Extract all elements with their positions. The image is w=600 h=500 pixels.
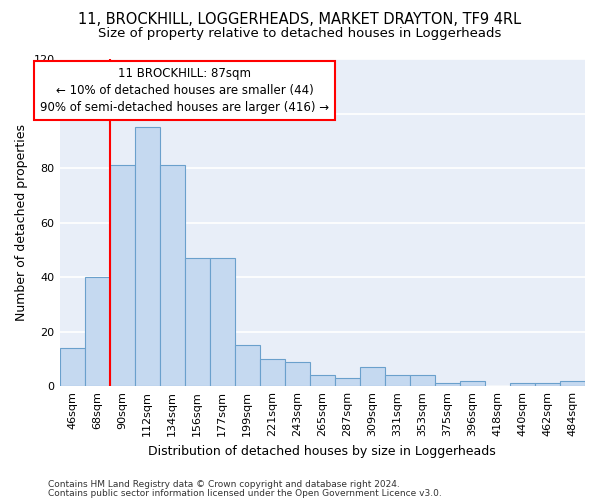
Bar: [560, 380, 585, 386]
Bar: [410, 376, 435, 386]
Bar: [435, 384, 460, 386]
X-axis label: Distribution of detached houses by size in Loggerheads: Distribution of detached houses by size …: [148, 444, 496, 458]
Text: Size of property relative to detached houses in Loggerheads: Size of property relative to detached ho…: [98, 28, 502, 40]
Bar: [535, 384, 560, 386]
Y-axis label: Number of detached properties: Number of detached properties: [15, 124, 28, 321]
Bar: [460, 380, 485, 386]
Bar: [134, 127, 160, 386]
Text: 11 BROCKHILL: 87sqm
← 10% of detached houses are smaller (44)
90% of semi-detach: 11 BROCKHILL: 87sqm ← 10% of detached ho…: [40, 67, 329, 114]
Bar: [510, 384, 535, 386]
Bar: [285, 362, 310, 386]
Bar: [59, 348, 85, 386]
Bar: [310, 376, 335, 386]
Bar: [235, 346, 260, 386]
Bar: [185, 258, 209, 386]
Bar: [335, 378, 360, 386]
Text: Contains HM Land Registry data © Crown copyright and database right 2024.: Contains HM Land Registry data © Crown c…: [48, 480, 400, 489]
Bar: [385, 376, 410, 386]
Bar: [85, 277, 110, 386]
Text: Contains public sector information licensed under the Open Government Licence v3: Contains public sector information licen…: [48, 488, 442, 498]
Bar: [110, 166, 134, 386]
Bar: [160, 166, 185, 386]
Bar: [260, 359, 285, 386]
Text: 11, BROCKHILL, LOGGERHEADS, MARKET DRAYTON, TF9 4RL: 11, BROCKHILL, LOGGERHEADS, MARKET DRAYT…: [79, 12, 521, 28]
Bar: [360, 367, 385, 386]
Bar: [209, 258, 235, 386]
